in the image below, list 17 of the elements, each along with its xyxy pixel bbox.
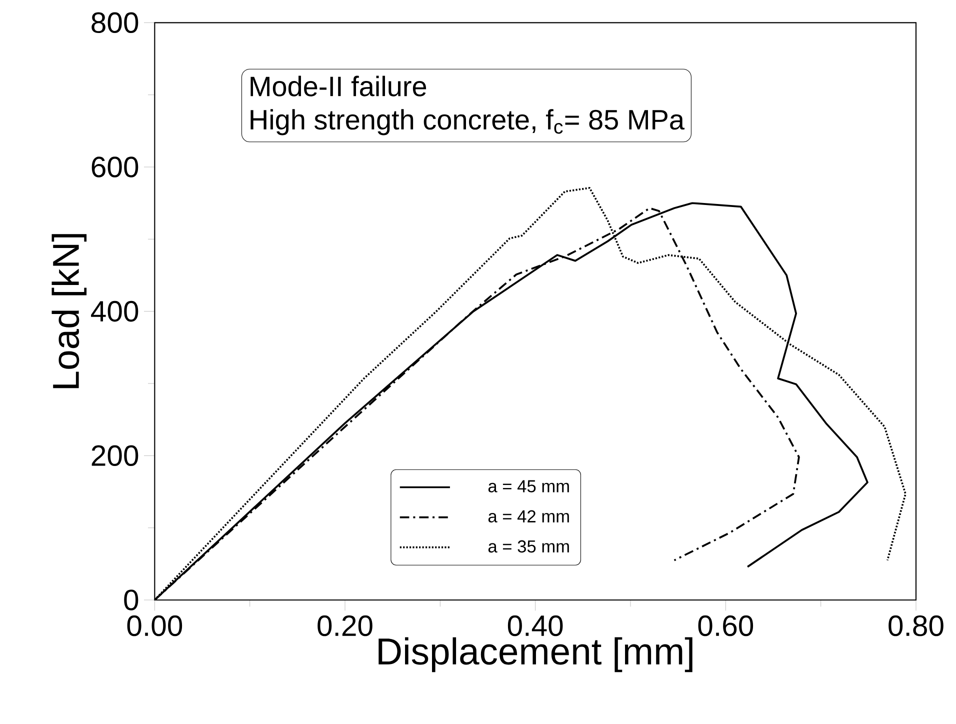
y-axis-title: Load [kN] — [52, 234, 87, 388]
legend-label: a = 35 mm — [488, 540, 569, 553]
x-tick-label: 0.40 — [508, 615, 563, 636]
legend-label: a = 42 mm — [488, 510, 569, 522]
x-tick-label: 0.80 — [888, 615, 944, 636]
x-tick-label: 0.60 — [698, 615, 754, 636]
legend-label: a = 45 mm — [488, 480, 569, 492]
y-tick-label: 800 — [92, 12, 138, 34]
y-tick-label: 400 — [91, 300, 138, 322]
x-tick-label: 0.00 — [127, 615, 182, 636]
annotation: Mode-II failure — [250, 76, 426, 96]
y-tick-label: 600 — [92, 156, 138, 178]
x-tick-label: 0.20 — [318, 615, 372, 636]
y-tick-label: 0 — [124, 590, 138, 610]
x-axis-title: Displacement [mm] — [378, 637, 692, 672]
y-tick-label: 200 — [92, 445, 138, 466]
annotation: High strength concrete, f$_{c}$= 85 MPa — [250, 109, 685, 136]
